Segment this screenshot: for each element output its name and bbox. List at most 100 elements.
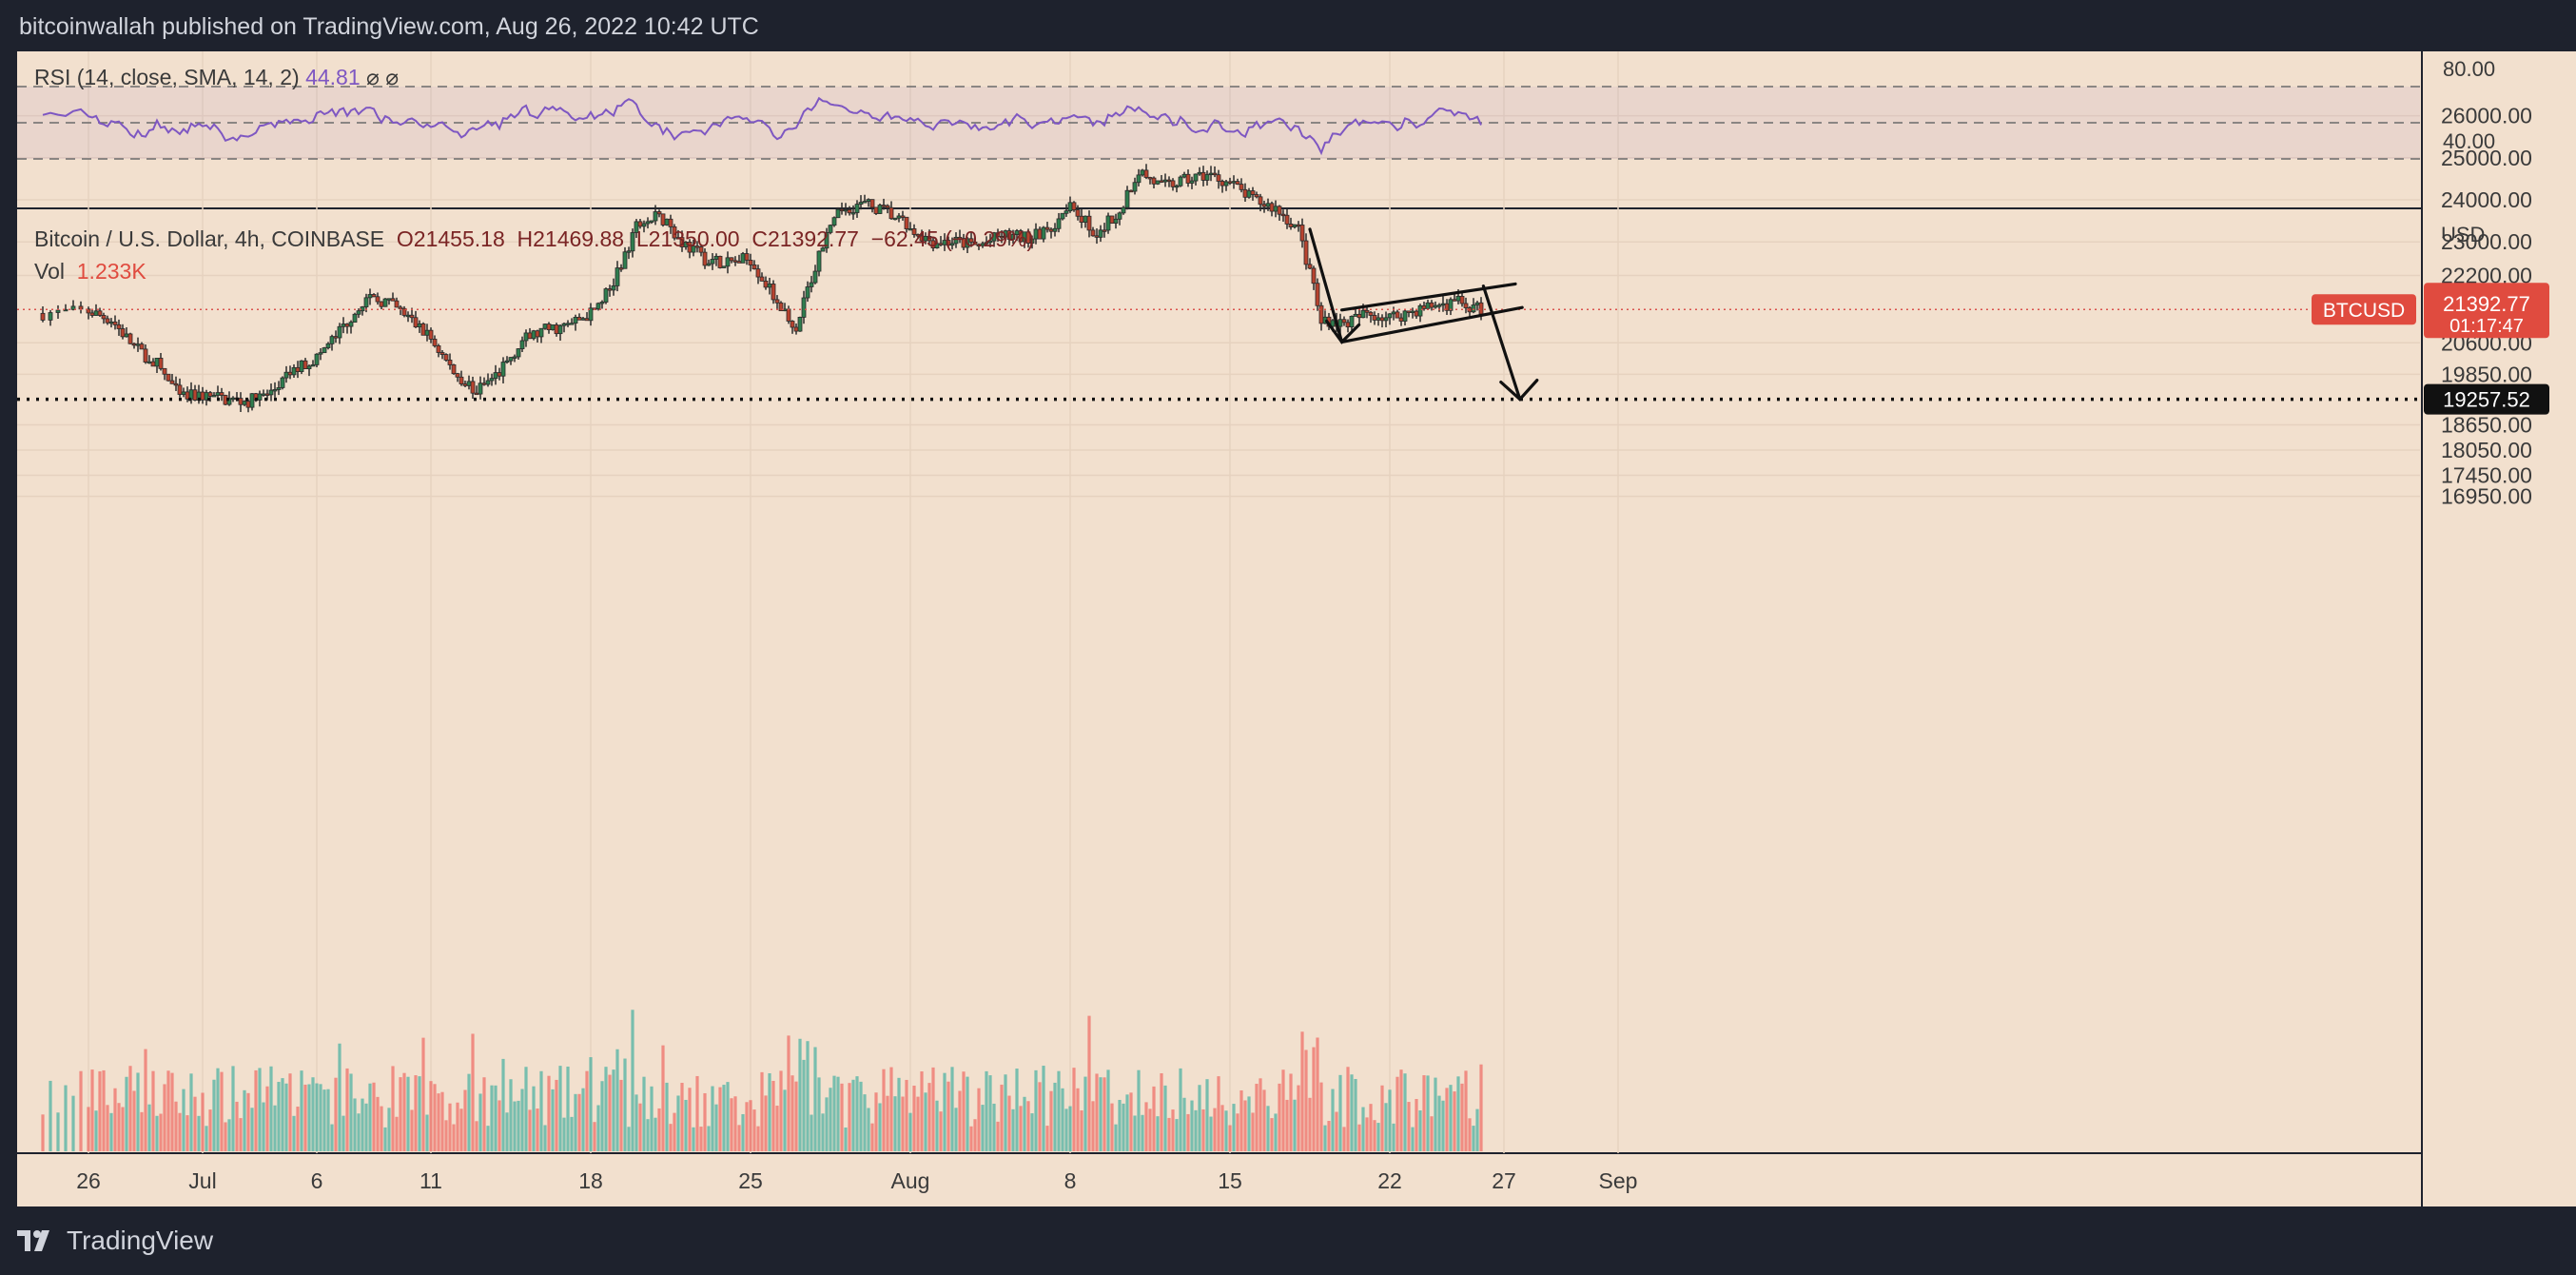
volume-bar <box>927 1083 931 1151</box>
target-price-label: 19257.52 <box>2443 388 2530 412</box>
candle-body <box>881 205 887 207</box>
candle-body <box>1151 177 1157 185</box>
candle-body <box>862 201 868 204</box>
chart-area[interactable] <box>17 51 2422 1206</box>
volume-bar <box>132 1090 136 1151</box>
candle-body <box>1258 196 1263 206</box>
candle-body <box>242 401 247 405</box>
candle-body <box>162 367 167 375</box>
candle-body <box>1098 229 1103 238</box>
candle-body <box>1284 214 1290 225</box>
volume-bar <box>870 1123 874 1151</box>
volume-bar <box>56 1112 60 1151</box>
volume-bar <box>916 1096 920 1151</box>
candle-body <box>1448 299 1454 311</box>
candle-body <box>1083 215 1088 223</box>
volume-bar <box>1019 1106 1023 1151</box>
volume-bar <box>1460 1083 1464 1151</box>
volume-bar <box>1426 1075 1430 1151</box>
volume-bar <box>749 1100 752 1151</box>
candle-body <box>1124 189 1130 208</box>
volume-bar <box>946 1081 950 1151</box>
candle-body <box>565 323 571 325</box>
volume-bar <box>425 1114 429 1151</box>
tradingview-logo[interactable]: TradingView <box>17 1226 213 1256</box>
candle-body <box>1132 182 1138 192</box>
volume-bar <box>265 1086 269 1151</box>
candle-body <box>531 330 537 340</box>
volume-bar <box>1479 1064 1483 1151</box>
candle-body <box>1425 302 1431 309</box>
volume-bar <box>1095 1073 1099 1151</box>
candle-body <box>1212 172 1218 176</box>
candle-body <box>850 212 856 215</box>
volume-bar <box>239 1118 243 1151</box>
price-axis-currency: USD <box>2441 223 2485 246</box>
volume-bar <box>1087 1015 1091 1151</box>
volume-bar <box>1190 1100 1194 1151</box>
ohlc-legend[interactable]: Bitcoin / U.S. Dollar, 4h, COINBASE O214… <box>34 226 1034 252</box>
volume-bar <box>513 1101 517 1151</box>
volume-bar <box>908 1112 912 1151</box>
volume-bar <box>730 1098 733 1151</box>
candle-body <box>1376 317 1381 321</box>
volume-bar <box>402 1072 406 1151</box>
volume-bar <box>1004 1074 1007 1151</box>
candle-body <box>447 360 453 365</box>
volume-bar <box>1274 1113 1278 1151</box>
candle-body <box>1353 313 1358 317</box>
volume-bar <box>448 1103 452 1151</box>
candle-body <box>1189 180 1195 184</box>
volume-bar <box>1205 1079 1209 1151</box>
candle-body <box>546 324 552 331</box>
volume-bar <box>387 1108 391 1151</box>
volume-bar <box>315 1083 319 1151</box>
volume-bar <box>806 1041 810 1151</box>
candle-body <box>1440 303 1446 306</box>
volume-bar <box>1281 1069 1285 1151</box>
volume-bar <box>501 1058 505 1151</box>
candle-body <box>668 218 673 227</box>
volume-bar <box>1464 1070 1468 1151</box>
volume-bar <box>1220 1105 1224 1151</box>
candle-body <box>603 288 609 303</box>
volume-bar <box>1251 1112 1255 1151</box>
volume-legend[interactable]: Vol 1.233K <box>34 259 146 284</box>
volume-bar <box>1323 1125 1327 1151</box>
volume-bar <box>1201 1108 1205 1151</box>
volume-bar <box>1285 1099 1289 1151</box>
chart-canvas[interactable]: 80.00 40.00 USD 26000.00 25000.00 24000.00 230… <box>0 0 2576 1206</box>
candle-body <box>535 330 540 338</box>
candle-body <box>466 381 472 386</box>
volume-bar <box>364 1103 368 1151</box>
candle-body <box>615 267 620 286</box>
candle-body <box>401 307 407 316</box>
candle-body <box>1280 213 1286 217</box>
volume-bar <box>855 1076 859 1151</box>
rsi-legend[interactable]: RSI (14, close, SMA, 14, 2) 44.81 ⌀ ⌀ <box>34 65 399 90</box>
volume-bar <box>825 1097 829 1151</box>
price-tick-label: 18650.00 <box>2441 412 2532 437</box>
projection-line <box>1481 284 1522 402</box>
candle-body <box>166 373 171 382</box>
volume-bar <box>688 1088 692 1151</box>
candle-body <box>1121 206 1126 214</box>
candle-body <box>1398 317 1404 322</box>
volume-bar <box>1403 1073 1407 1151</box>
candle-body <box>561 323 567 326</box>
volume-bar <box>292 1115 296 1151</box>
volume-bar <box>353 1098 357 1151</box>
candle-body <box>516 348 521 358</box>
volume-bar <box>1369 1104 1373 1151</box>
volume-bar <box>1331 1089 1335 1151</box>
volume-bar <box>714 1104 718 1151</box>
volume-bar <box>1194 1109 1198 1151</box>
price-axis-bg <box>2423 51 2576 1206</box>
candle-body <box>1391 311 1396 315</box>
candle-body <box>352 313 358 324</box>
candle-body <box>927 236 932 242</box>
time-tick-label: 11 <box>420 1168 442 1193</box>
volume-bar <box>296 1107 300 1151</box>
candle-body <box>1113 218 1119 224</box>
candle-body <box>713 255 719 260</box>
